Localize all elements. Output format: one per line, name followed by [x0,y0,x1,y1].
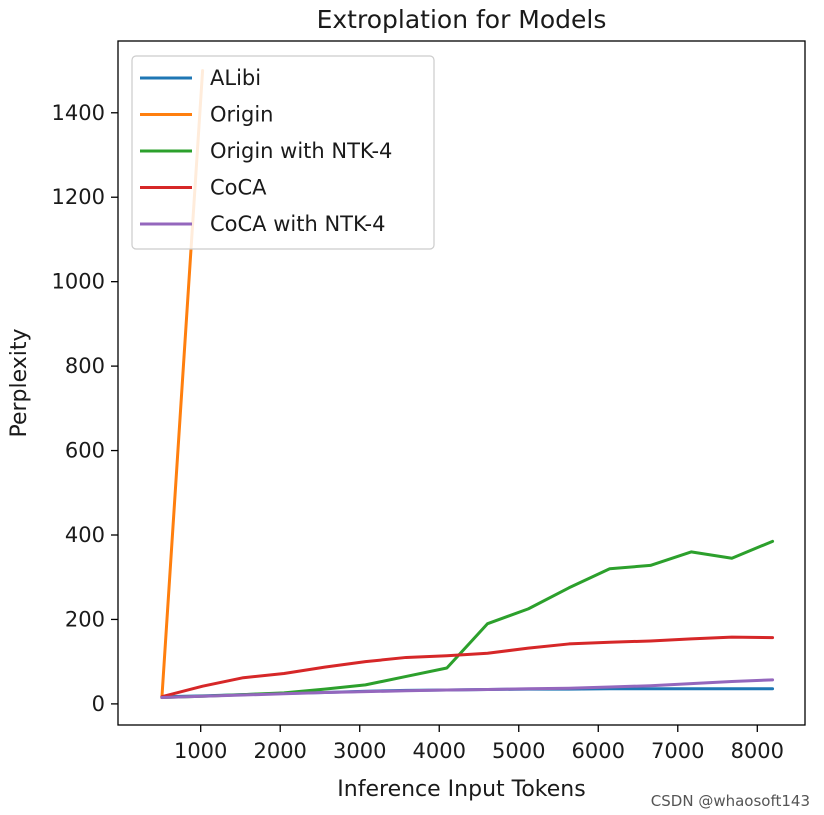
x-axis-label: Inference Input Tokens [337,777,585,802]
legend-label-0: ALibi [210,66,261,90]
x-tick-label: 4000 [413,739,466,763]
y-tick-label: 1400 [52,101,105,125]
x-tick-label: 1000 [174,739,227,763]
y-axis-label: Perplexity [7,328,32,437]
y-tick-label: 800 [65,354,105,378]
series-line-3 [160,635,775,699]
x-tick-label: 7000 [651,739,704,763]
series-line-2 [160,539,775,700]
y-tick-label: 200 [65,607,105,631]
watermark-text: CSDN @whaosoft143 [651,792,810,810]
y-axis: 0 200 400 600 800 1000 1200 1400 [52,101,118,716]
chart-title: Extroplation for Models [317,5,607,34]
x-tick-label: 3000 [333,739,386,763]
legend-label-3: CoCA [210,176,267,200]
series-line-4 [160,678,775,700]
y-tick-label: 400 [65,523,105,547]
x-tick-label: 2000 [253,739,306,763]
legend: ALibi Origin Origin with NTK-4 CoCA CoCA wit… [131,55,435,250]
y-tick-label: 1200 [52,185,105,209]
legend-label-4: CoCA with NTK-4 [210,212,386,236]
plot-frame [117,40,806,726]
y-tick-label: 1000 [52,270,105,294]
legend-label-2: Origin with NTK-4 [210,139,392,163]
x-tick-label: 5000 [492,739,545,763]
y-tick-label: 0 [92,692,105,716]
legend-box [131,55,435,250]
y-tick-label: 600 [65,439,105,463]
x-tick-label: 6000 [572,739,625,763]
x-axis: 1000 2000 3000 4000 5000 6000 7000 8000 [174,725,784,763]
legend-label-1: Origin [210,103,273,127]
x-tick-label: 8000 [731,739,784,763]
